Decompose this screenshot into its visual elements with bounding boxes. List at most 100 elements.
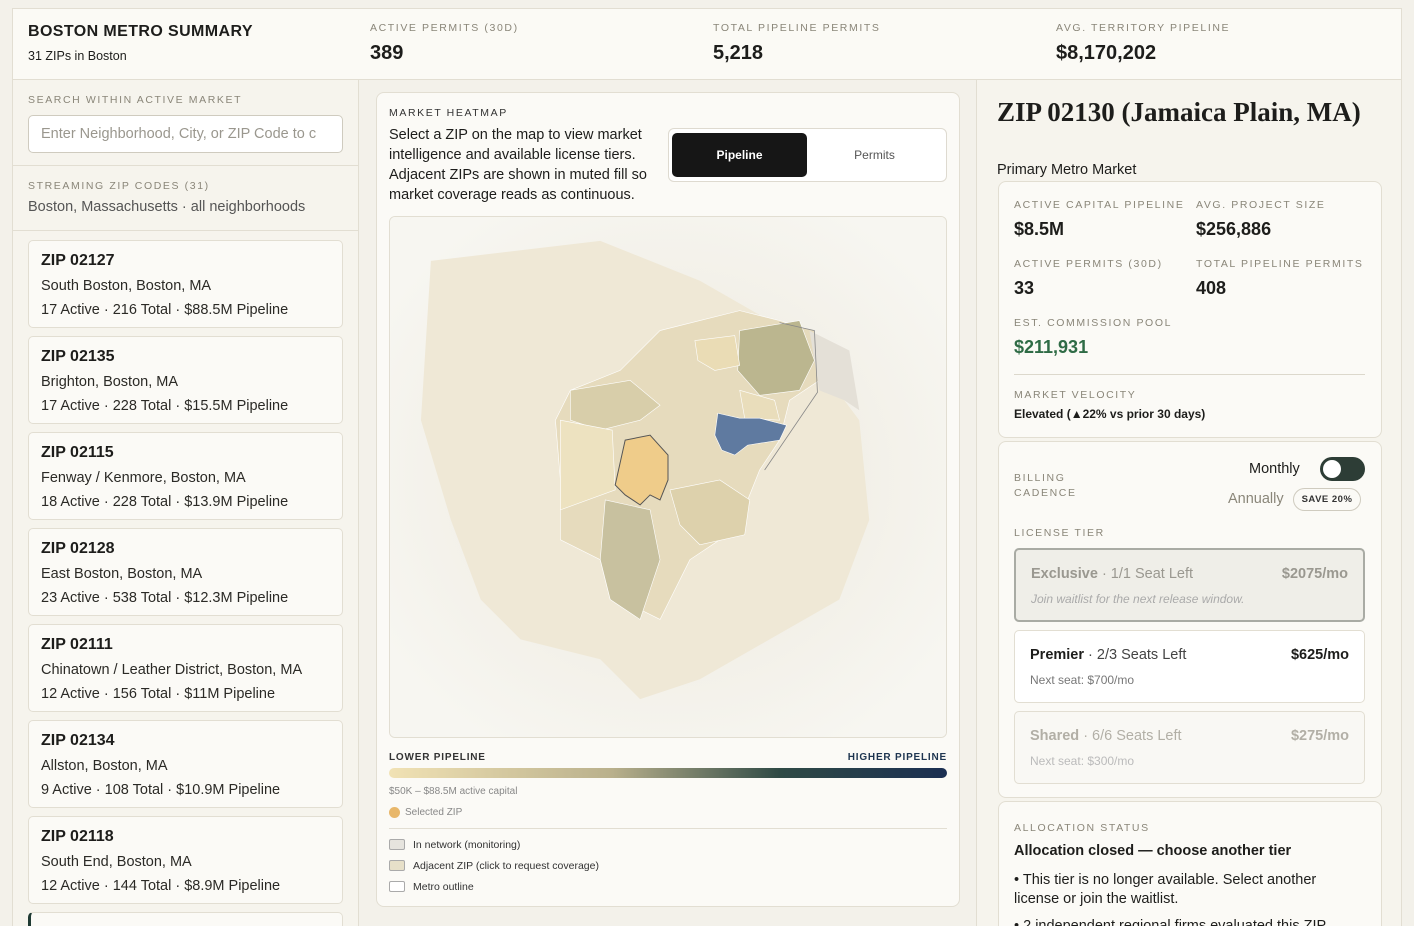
zip-shape[interactable] — [714, 412, 787, 456]
search-input[interactable]: Enter Neighborhood, City, or ZIP Code to… — [28, 115, 343, 153]
velocity-value: Elevated (▲22% vs prior 30 days) — [1014, 407, 1206, 421]
zip-card[interactable]: ZIP 02134 Allston, Boston, MA 9 Active · 1… — [28, 720, 343, 808]
divider — [13, 165, 358, 166]
stat-label: ACTIVE PERMITS (30D) — [1014, 258, 1163, 270]
zip-title: ZIP 02135 — [41, 348, 115, 365]
stat-value: $211,931 — [1014, 337, 1089, 357]
zip-shape[interactable] — [739, 389, 780, 421]
zip-location: East Boston, Boston, MA — [41, 566, 203, 582]
save-badge: SAVE 20% — [1293, 488, 1361, 511]
stat-value: 408 — [1196, 278, 1227, 298]
legend-text: Metro outline — [413, 880, 474, 893]
stat-value: $8.5M — [1014, 219, 1065, 239]
stat-label: ACTIVE CAPITAL PIPELINE — [1014, 199, 1185, 211]
divider — [1014, 374, 1365, 375]
zip-title: ZIP 02128 — [41, 540, 115, 557]
zip-stats: 12 Active · 156 Total · $11M Pipeline — [41, 686, 276, 702]
allocation-label: ALLOCATION STATUS — [1014, 822, 1150, 834]
search-label: SEARCH WITHIN ACTIVE MARKET — [28, 94, 243, 106]
zip-shape[interactable] — [809, 330, 860, 411]
swatch — [389, 839, 405, 850]
stat-label: TOTAL PIPELINE PERMITS — [713, 22, 881, 34]
legend-selected-dot — [389, 807, 400, 818]
header-stat: ACTIVE PERMITS (30D) 389 — [370, 22, 519, 65]
billing-switch[interactable] — [1320, 457, 1365, 481]
swatch — [389, 881, 405, 892]
zip-stats: 12 Active · 144 Total · $8.9M Pipeline — [41, 878, 281, 894]
zip-shape[interactable] — [560, 419, 616, 511]
tier-card[interactable]: Premier · 2/3 Seats Left $625/mo Next sea… — [1014, 630, 1365, 703]
stats-card — [998, 181, 1382, 438]
zip-shape[interactable] — [694, 335, 741, 371]
zip-title: ZIP 02118 — [41, 828, 114, 845]
tier-card[interactable]: Shared · 6/6 Seats Left $275/mo Next seat… — [1014, 711, 1365, 784]
zip-card[interactable]: ZIP 02115 Fenway / Kenmore, Boston, MA 18 … — [28, 432, 343, 520]
detail-subtitle: Primary Metro Market — [997, 162, 1137, 178]
legend-text: In network (monitoring) — [413, 838, 521, 851]
zip-card[interactable]: ZIP 02111 Chinatown / Leather District, B… — [28, 624, 343, 712]
heatmap-label: MARKET HEATMAP — [389, 107, 508, 119]
tier-note: Next seat: $700/mo — [1030, 673, 1135, 687]
zip-shape[interactable] — [599, 499, 661, 620]
toggle-permits[interactable]: Permits — [854, 148, 895, 162]
stat-label: ACTIVE PERMITS (30D) — [370, 22, 519, 34]
zip-title: ZIP 02134 — [41, 732, 115, 749]
zip-card[interactable]: ZIP 02118 South End, Boston, MA 12 Active … — [28, 816, 343, 904]
zip-shape[interactable] — [737, 320, 815, 396]
tier-label: LICENSE TIER — [1014, 527, 1105, 539]
zip-card[interactable]: ZIP 02127 South Boston, Boston, MA 17 Acti… — [28, 240, 343, 328]
billing-annually[interactable]: Annually — [1228, 491, 1284, 507]
tier-note: Join waitlist for the next release windo… — [1031, 592, 1245, 606]
stat-value: $8,170,202 — [1056, 42, 1157, 64]
stat-label: EST. COMMISSION POOL — [1014, 317, 1173, 329]
zip-location: South Boston, Boston, MA — [41, 278, 212, 294]
legend-low: LOWER PIPELINE — [389, 752, 486, 763]
detail-title: ZIP 02130 (Jamaica Plain, MA) — [997, 97, 1361, 127]
zip-stats: 17 Active · 216 Total · $88.5M Pipeline — [41, 302, 289, 318]
tier-price: $2075/mo — [1281, 566, 1348, 582]
swatch — [389, 860, 405, 871]
allocation-card — [998, 801, 1382, 926]
billing-label: BILLING CADENCE — [1014, 472, 1077, 499]
tier-price: $275/mo — [1290, 728, 1349, 744]
stat-value: 389 — [370, 42, 404, 64]
legend-item: Metro outline — [389, 876, 599, 897]
zip-location: Allston, Boston, MA — [41, 758, 168, 774]
tier-seats: · 6/6 Seats Left — [1079, 728, 1182, 744]
zip-title: ZIP 02127 — [41, 252, 115, 269]
legend-high: HIGHER PIPELINE — [847, 752, 947, 763]
legend-item: In network (monitoring) — [389, 834, 599, 855]
detail-stat: EST. COMMISSION POOL $211,931 — [1014, 317, 1172, 358]
heatmap-description: Select a ZIP on the map to view market i… — [389, 127, 647, 203]
header-subtitle: 31 ZIPs in Boston — [28, 49, 127, 63]
stat-label: TOTAL PIPELINE PERMITS — [1196, 258, 1364, 270]
zip-location: Brighton, Boston, MA — [41, 374, 179, 390]
tier-seats: · 1/1 Seat Left — [1097, 566, 1194, 582]
toggle-pipeline[interactable]: Pipeline — [672, 133, 807, 177]
zip-stats: 9 Active · 108 Total · $10.9M Pipeline — [41, 782, 281, 798]
velocity-label: MARKET VELOCITY — [1014, 389, 1137, 401]
divider — [12, 79, 1402, 80]
stat-value: 5,218 — [713, 42, 764, 64]
divider — [389, 828, 947, 829]
streaming-label: STREAMING ZIP CODES (31) — [28, 180, 210, 192]
stat-label: AVG. TERRITORY PIPELINE — [1056, 22, 1231, 34]
allocation-bullet: • This tier is no longer available. Sele… — [1014, 872, 1317, 907]
tier-note: Next seat: $300/mo — [1030, 754, 1135, 768]
tier-seats: · 2/3 Seats Left — [1084, 647, 1187, 663]
zip-title: ZIP 02115 — [41, 444, 114, 461]
header-title: BOSTON METRO SUMMARY — [28, 23, 253, 40]
zip-shape[interactable] — [669, 479, 751, 546]
zip-card[interactable]: ZIP 02128 East Boston, Boston, MA 23 Activ… — [28, 528, 343, 616]
allocation-title: Allocation closed — choose another tier — [1014, 843, 1292, 859]
zip-title: ZIP 02111 — [41, 636, 113, 653]
zip-stats: 17 Active · 228 Total · $15.5M Pipeline — [41, 398, 289, 414]
zip-shape[interactable] — [570, 380, 661, 431]
selected-zip[interactable] — [614, 434, 669, 506]
zip-card[interactable]: ZIP 02135 Brighton, Boston, MA 17 Active ·… — [28, 336, 343, 424]
detail-stat: AVG. PROJECT SIZE $256,886 — [1196, 199, 1326, 240]
legend-items: In network (monitoring) Adjacent ZIP (cl… — [389, 834, 599, 897]
tier-name: Shared — [1030, 728, 1080, 744]
zip-card-partial[interactable] — [28, 912, 343, 926]
tier-card[interactable]: Exclusive · 1/1 Seat Left $2075/mo Join w… — [1014, 548, 1365, 622]
